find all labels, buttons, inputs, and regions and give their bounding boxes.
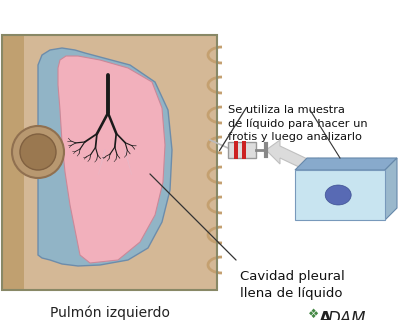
Text: Se utiliza la muestra
de líquido para hacer un
frotis y luego analizarlo: Se utiliza la muestra de líquido para ha… (228, 105, 368, 142)
Ellipse shape (325, 185, 351, 205)
Polygon shape (295, 158, 397, 170)
Bar (242, 141, 246, 159)
Polygon shape (266, 140, 328, 182)
Bar (2, 35, 217, 290)
Circle shape (20, 134, 56, 170)
Polygon shape (58, 56, 165, 263)
Text: Pulmón izquierdo: Pulmón izquierdo (50, 306, 170, 320)
Text: Cavidad pleural
llena de líquido: Cavidad pleural llena de líquido (240, 270, 345, 300)
Circle shape (12, 126, 64, 178)
Bar (228, 142, 256, 158)
Bar (2, 35, 24, 290)
Text: DAM.: DAM. (328, 310, 372, 320)
Polygon shape (385, 158, 397, 220)
Polygon shape (38, 48, 172, 266)
Bar (234, 141, 238, 159)
Text: A: A (319, 310, 332, 320)
Polygon shape (295, 170, 385, 220)
Bar (2, 35, 217, 290)
Text: ❖: ❖ (308, 308, 319, 320)
